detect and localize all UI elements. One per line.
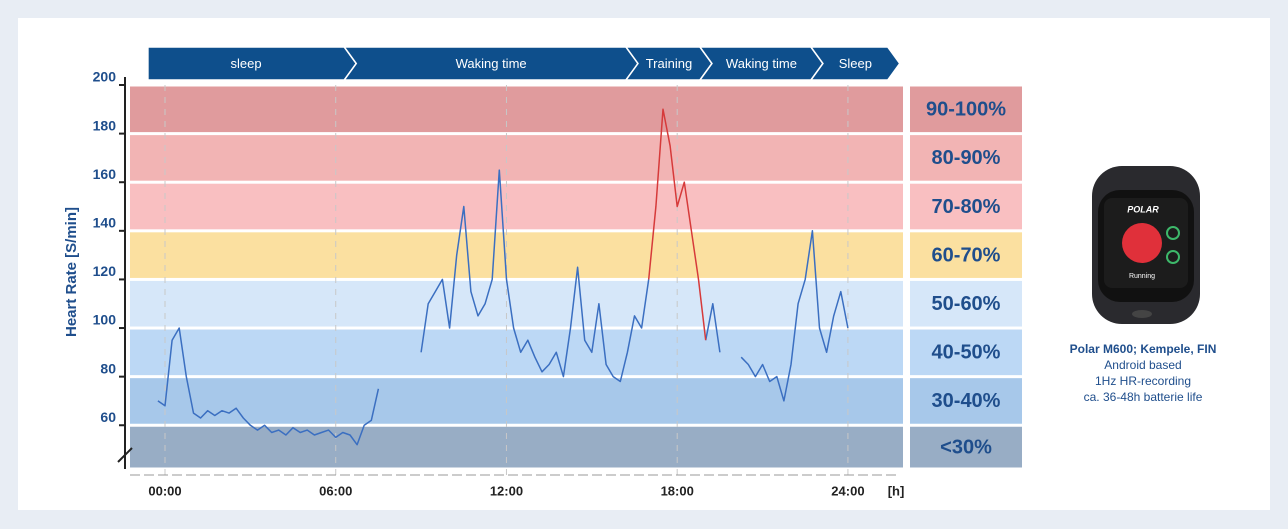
y-tick-label: 200 <box>93 69 117 85</box>
zone-band <box>130 427 903 468</box>
zone-band <box>130 281 903 327</box>
y-tick-label: 140 <box>93 215 117 231</box>
zone-label: 80-90% <box>932 147 1001 169</box>
watch-button <box>1132 310 1152 318</box>
x-tick-label: 18:00 <box>661 483 694 498</box>
zone-band <box>130 135 903 181</box>
phase-label: Training <box>646 56 692 71</box>
y-tick-label: 180 <box>93 117 117 133</box>
zone-label: 60-70% <box>932 244 1001 266</box>
x-tick-label: 00:00 <box>148 483 181 498</box>
x-axis-unit: [h] <box>888 483 905 498</box>
caption: ca. 36-48h batterie life <box>1084 390 1203 404</box>
phase-label: Waking time <box>726 56 797 71</box>
watch-screen-text: Running <box>1129 273 1155 280</box>
x-tick-label: 24:00 <box>831 483 864 498</box>
zone-label: 70-80% <box>932 196 1001 218</box>
page: 90-100% 80-90% 70-80% 60-70% 50-60% 40-50% 30-… <box>0 0 1288 529</box>
zone-label: 30-40% <box>932 390 1001 412</box>
caption: Polar M600; Kempele, FIN <box>1070 342 1217 356</box>
zone-label: 40-50% <box>932 342 1001 364</box>
y-tick-label: 60 <box>100 409 116 425</box>
y-axis-title: Heart Rate [S/min] <box>63 207 80 337</box>
watch-icon <box>1122 223 1162 263</box>
zone-label: 90-100% <box>926 99 1006 121</box>
x-tick-label: 06:00 <box>319 483 352 498</box>
caption: 1Hz HR-recording <box>1095 374 1191 388</box>
watch-brand: POLAR <box>1127 204 1159 214</box>
caption: Android based <box>1104 358 1181 372</box>
y-tick-label: 160 <box>93 166 117 182</box>
x-tick-label: 12:00 <box>490 483 523 498</box>
chart: 90-100% 80-90% 70-80% 60-70% 50-60% 40-50% 30-… <box>93 47 1022 498</box>
y-tick-label: 80 <box>100 360 116 376</box>
zone-band <box>130 232 903 278</box>
zone-band <box>130 87 903 133</box>
y-tick-label: 100 <box>93 312 117 328</box>
zone-label: 50-60% <box>932 293 1001 315</box>
phase-label: sleep <box>231 56 262 71</box>
phase-label: Waking time <box>456 56 527 71</box>
phase-label: Sleep <box>839 56 872 71</box>
zone-band <box>130 184 903 230</box>
zone-label: <30% <box>940 436 992 458</box>
y-tick-label: 120 <box>93 263 117 279</box>
